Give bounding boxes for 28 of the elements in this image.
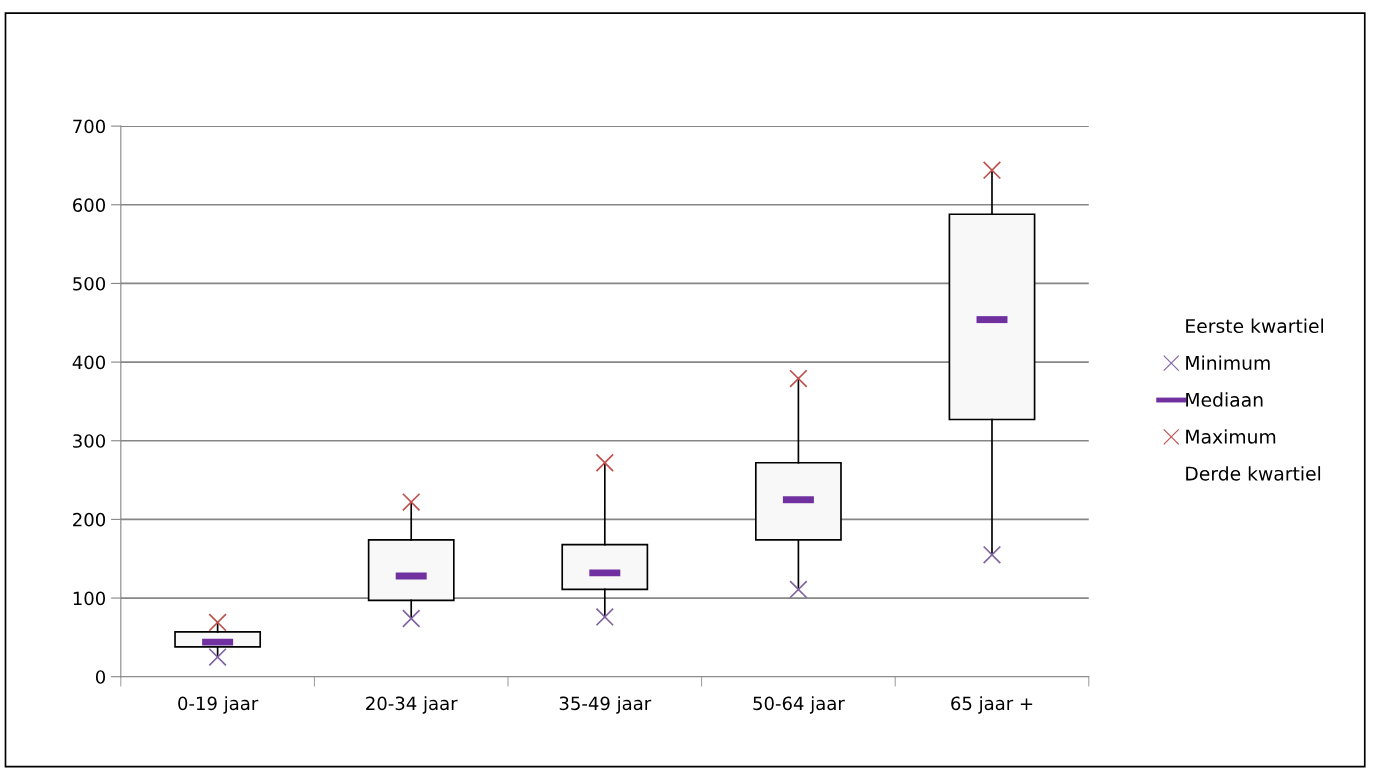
point: [595, 607, 614, 627]
text: Mediaan: [1186, 392, 1263, 407]
point: [402, 609, 421, 628]
x-tick-label: 0-19 jaar: [178, 696, 259, 714]
point: [402, 492, 421, 512]
legend-label: Minimum: [1186, 355, 1270, 370]
y-tick-label: 200: [73, 512, 106, 527]
point: [208, 613, 227, 632]
y-tick-label: 600: [73, 198, 106, 212]
y-tick-label: 100: [73, 591, 106, 606]
point: [208, 647, 227, 667]
point: [789, 580, 808, 599]
text: Eerste kwartiel: [1186, 318, 1324, 334]
point: [982, 160, 1002, 180]
point: [595, 453, 614, 472]
legend-label: Maximum: [1186, 429, 1276, 444]
x-tick-label: 65 jaar +: [951, 696, 1033, 714]
point: [789, 369, 808, 388]
y-tick-label: 0: [95, 670, 106, 684]
x-tick-label: 50-64 jaar: [753, 696, 845, 714]
point: [982, 545, 1002, 564]
y-tick-label: 300: [73, 434, 106, 448]
x-tick-label: 35-49 jaar: [559, 696, 652, 714]
y-tick-label: 500: [73, 276, 106, 291]
text: Derde kwartiel: [1186, 466, 1321, 481]
y-tick-label: 700: [73, 119, 106, 134]
x-tick-label: 20-34 jaar: [366, 696, 458, 714]
y-tick-label: 400: [72, 355, 106, 370]
